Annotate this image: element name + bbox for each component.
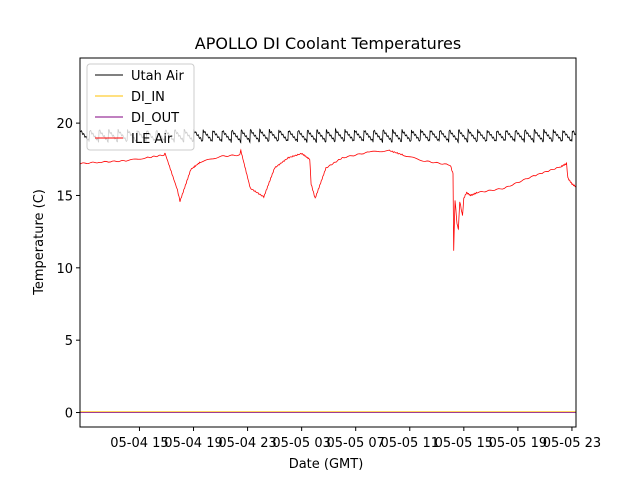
legend-box bbox=[86, 63, 195, 151]
y-tick-label: 20 bbox=[56, 117, 73, 132]
legend-entry: Utah Air bbox=[131, 69, 184, 84]
plot-frame bbox=[79, 57, 577, 428]
y-axis: 0 5 10 15 20 bbox=[56, 117, 80, 422]
y-tick-label: 5 bbox=[65, 334, 73, 349]
legend-entry: ILE Air bbox=[131, 132, 173, 147]
x-tick-label: 05-04 15 bbox=[110, 436, 168, 451]
x-axis-label: Date (GMT) bbox=[289, 457, 364, 472]
x-tick-label: 05-05 03 bbox=[272, 436, 330, 451]
x-tick-label: 05-05 15 bbox=[435, 436, 493, 451]
y-axis-label: Temperature (C) bbox=[32, 189, 47, 296]
x-tick-label: 05-05 11 bbox=[381, 436, 439, 451]
x-tick-label: 05-04 19 bbox=[164, 436, 222, 451]
chart-title: APOLLO DI Coolant Temperatures bbox=[195, 34, 461, 53]
legend: Utah Air DI_IN DI_OUT ILE Air bbox=[86, 63, 195, 151]
x-tick-label: 05-05 19 bbox=[489, 436, 547, 451]
y-tick-label: 10 bbox=[56, 262, 73, 277]
y-tick-label: 15 bbox=[56, 189, 73, 204]
y-tick-label: 0 bbox=[65, 407, 73, 422]
x-tick-label: 05-04 23 bbox=[218, 436, 276, 451]
legend-entry: DI_IN bbox=[131, 90, 165, 105]
x-tick-label: 05-05 07 bbox=[326, 436, 384, 451]
series-line-ile-air bbox=[79, 148, 577, 251]
legend-entry: DI_OUT bbox=[131, 111, 179, 126]
x-tick-label: 05-05 23 bbox=[543, 436, 601, 451]
